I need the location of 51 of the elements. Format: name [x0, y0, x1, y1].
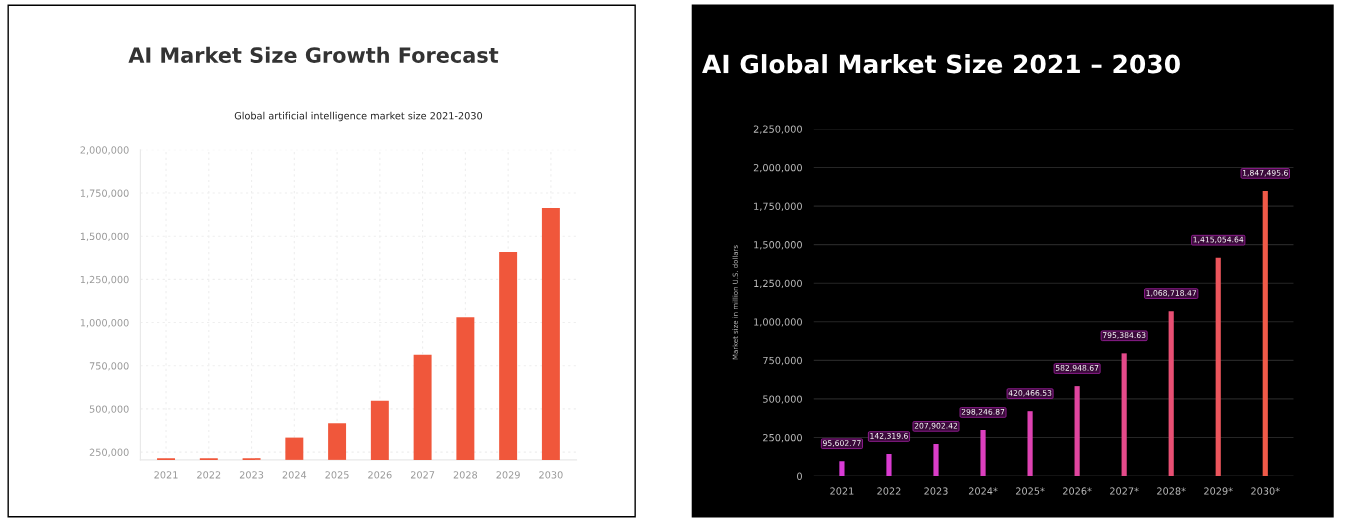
y-tick-label: 1,250,000: [754, 279, 802, 289]
y-tick-label: 1,000,000: [80, 319, 129, 328]
y-tick-label: 1,500,000: [80, 232, 129, 242]
y-tick-label: 1,500,000: [754, 241, 802, 250]
y-tick-label: 1,000,000: [754, 318, 802, 327]
bar: [1215, 257, 1221, 477]
x-tick-label: 2024: [282, 471, 307, 479]
bar: [886, 454, 892, 477]
y-tick-label: 2,000,000: [753, 163, 802, 173]
x-tick-label: 2026: [368, 471, 392, 479]
bar: [1121, 353, 1127, 477]
x-tick-label: 2026*: [1063, 487, 1092, 495]
bar: [980, 430, 986, 477]
x-tick-label: 2025: [325, 471, 349, 479]
x-tick-label: 2029*: [1204, 487, 1233, 495]
y-tick-label: 250,000: [763, 433, 802, 443]
x-tick-label: 2030: [539, 471, 563, 479]
bar: [1262, 191, 1268, 477]
bar: [933, 443, 939, 477]
x-tick-label: 2027*: [1110, 487, 1139, 495]
x-tick-label: 2025*: [1015, 487, 1045, 495]
y-tick-label: 250,000: [89, 448, 129, 457]
x-tick-label: 2029: [496, 471, 520, 479]
y-tick-label: 0: [797, 472, 802, 480]
bar: [1027, 411, 1033, 477]
chart-title: AI Global Market Size 2021 – 2030: [702, 54, 1180, 74]
x-tick-label: 2027: [410, 471, 435, 479]
x-tick-label: 2023: [924, 487, 948, 495]
y-tick-label: 2,250,000: [753, 125, 802, 134]
x-tick-label: 2024*: [968, 487, 998, 495]
y-tick-label: 750,000: [89, 362, 129, 371]
y-tick-label: 1,750,000: [754, 202, 802, 211]
chart-title: AI Market Size Growth Forecast: [128, 46, 499, 63]
x-tick-label: 2028: [453, 471, 478, 479]
y-tick-label: 1,250,000: [80, 275, 129, 285]
y-tick-label: 500,000: [89, 405, 129, 414]
bar: [839, 461, 845, 477]
bar: [1168, 311, 1174, 477]
y-tick-label: 1,750,000: [80, 189, 129, 198]
chart-subtitle: Global artificial intelligence market size 2021-2030: [234, 111, 483, 122]
x-tick-label: 2021: [830, 487, 854, 495]
y-tick-label: 500,000: [763, 395, 802, 404]
x-tick-label: 2022: [197, 471, 221, 479]
y-tick-label: 2,000,000: [80, 146, 129, 155]
y-tick-label: 750,000: [763, 356, 802, 366]
x-tick-label: 2022: [877, 487, 901, 495]
bar: [1074, 386, 1080, 477]
x-tick-label: 2028*: [1157, 487, 1186, 495]
x-tick-label: 2023: [239, 471, 264, 479]
x-tick-label: 2021: [154, 471, 178, 479]
x-tick-label: 2030*: [1251, 487, 1280, 495]
